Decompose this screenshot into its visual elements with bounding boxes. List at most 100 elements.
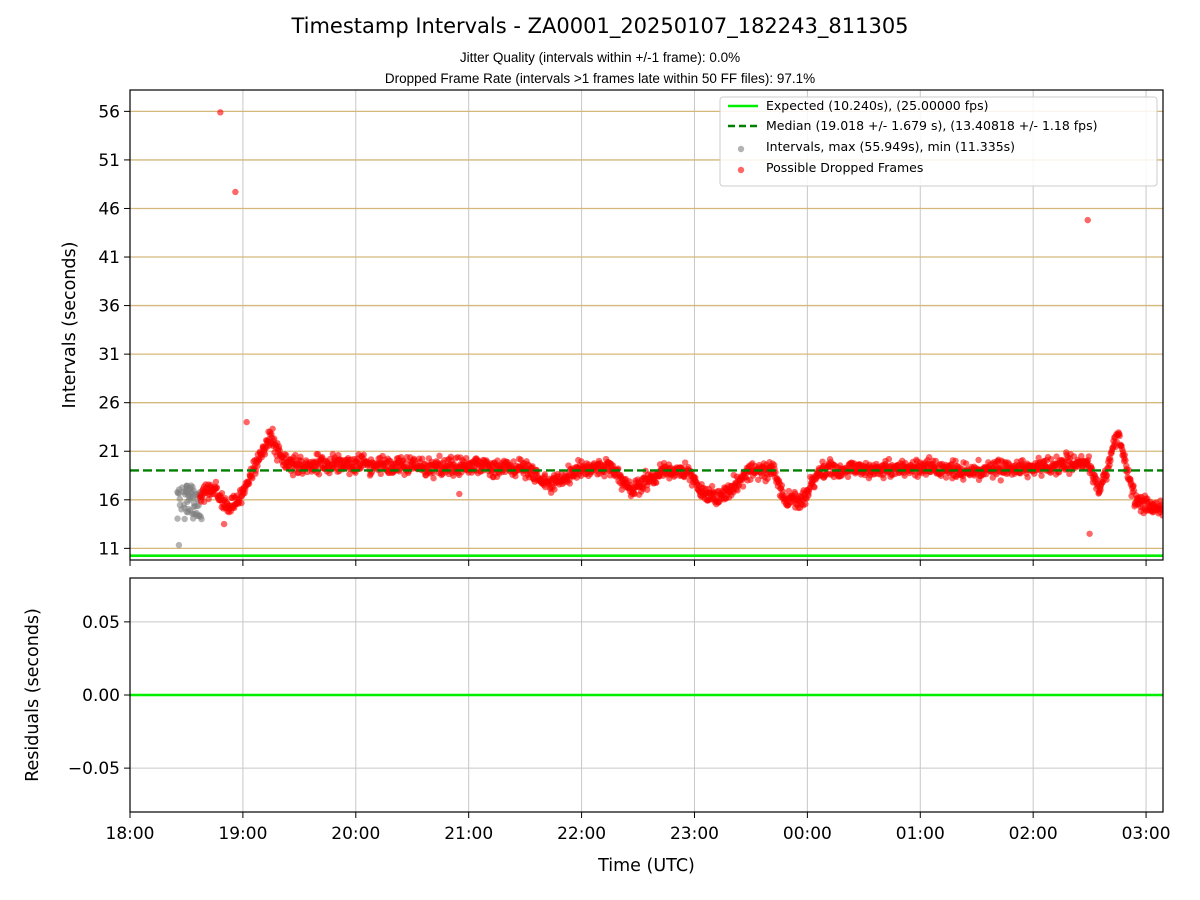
dropped-point	[1159, 502, 1163, 510]
interval-point	[198, 515, 205, 523]
interval-point	[179, 484, 186, 491]
y-tick-label: 46	[98, 199, 120, 219]
dropped-point	[273, 457, 281, 464]
chart-subtitle-jitter: Jitter Quality (intervals within +/-1 fr…	[459, 50, 741, 65]
dropped-points	[196, 109, 1163, 537]
dropped-point	[212, 478, 220, 486]
dropped-outlier-point	[232, 188, 239, 196]
dropped-outlier-point	[217, 109, 224, 116]
dropped-point	[269, 425, 276, 432]
legend-box	[719, 96, 1158, 187]
dropped-point	[292, 451, 299, 459]
dropped-point	[1107, 457, 1114, 465]
dropped-point	[681, 459, 689, 466]
dropped-point	[436, 452, 443, 460]
legend-intervals-swatch	[737, 145, 745, 153]
interval-point	[176, 490, 183, 497]
x-tick-label: 03:00	[1122, 824, 1171, 844]
chart-subtitle-dropped: Dropped Frame Rate (intervals >1 frames …	[384, 71, 816, 86]
y-tick-label: 56	[98, 102, 120, 122]
y-tick-label: 31	[98, 345, 120, 365]
dropped-point	[346, 470, 353, 478]
dropped-point	[213, 484, 221, 491]
legend-entry: Median (19.018 +/- 1.679 s), (13.40818 +…	[766, 118, 1097, 133]
dropped-point	[430, 475, 437, 482]
dropped-outlier-point	[456, 490, 463, 498]
y-tick-label: 36	[98, 297, 120, 317]
dropped-point	[1159, 512, 1163, 519]
x-tick-label: 20:00	[331, 824, 380, 844]
dropped-outlier-point	[1084, 216, 1091, 224]
dropped-point	[289, 472, 297, 479]
dropped-point	[644, 486, 651, 493]
x-tick-label: 23:00	[670, 824, 719, 844]
dropped-point	[997, 477, 1004, 484]
dropped-point	[952, 457, 959, 465]
dropped-point	[377, 470, 384, 478]
dropped-outlier-point	[1086, 530, 1093, 537]
x-tick-label: 00:00	[783, 824, 832, 844]
y-tick-label: 26	[98, 394, 120, 414]
dropped-point	[261, 451, 269, 458]
interval-point	[181, 515, 188, 523]
x-tick-label: 21:00	[444, 824, 493, 844]
dropped-outlier-point	[243, 418, 250, 426]
x-tick-label: 01:00	[896, 824, 945, 844]
dropped-point	[315, 471, 323, 478]
dropped-point	[778, 482, 786, 489]
residuals-y-axis-label: Residuals (seconds)	[23, 608, 43, 782]
y-tick-label: 51	[98, 151, 120, 171]
y-tick-label: 16	[98, 491, 120, 511]
y-tick-label: 0.05	[82, 613, 120, 633]
dropped-point	[960, 476, 967, 483]
dropped-point	[1122, 457, 1129, 464]
dropped-point	[245, 480, 253, 487]
dropped-point	[238, 499, 245, 507]
dropped-point	[1116, 432, 1123, 440]
dropped-point	[1103, 472, 1111, 479]
dropped-point	[708, 482, 716, 490]
dropped-point	[880, 474, 887, 482]
x-axis-label: Time (UTC)	[597, 856, 695, 876]
dropped-point	[802, 500, 809, 508]
dropped-outlier-point	[220, 520, 228, 528]
dropped-point	[785, 487, 793, 495]
x-tick-label: 19:00	[218, 824, 267, 844]
dropped-point	[1130, 482, 1137, 490]
dropped-point	[1125, 466, 1132, 474]
dropped-point	[885, 455, 893, 463]
y-axis-label: Intervals (seconds)	[60, 242, 80, 409]
x-tick-label: 22:00	[557, 824, 606, 844]
legend-dropped-swatch	[737, 166, 745, 174]
y-tick-label: 11	[98, 539, 120, 559]
dropped-point	[271, 435, 278, 442]
legend-entry: Expected (10.240s), (25.00000 fps)	[766, 98, 988, 113]
y-tick-label: −0.05	[68, 759, 120, 779]
dropped-point	[1121, 451, 1128, 459]
dropped-point	[360, 451, 367, 458]
dropped-point	[962, 460, 970, 467]
dropped-point	[975, 456, 982, 464]
dropped-point	[463, 454, 470, 462]
interval-point	[189, 515, 197, 522]
dropped-point	[566, 480, 574, 487]
x-tick-label: 18:00	[106, 824, 155, 844]
legend-entry: Possible Dropped Frames	[766, 160, 923, 175]
chart-title: Timestamp Intervals - ZA0001_20250107_18…	[291, 14, 909, 38]
dropped-point	[942, 474, 950, 481]
interval-point	[176, 495, 183, 503]
dropped-point	[779, 488, 786, 495]
interval-point-min	[175, 541, 183, 549]
dropped-point	[551, 486, 558, 493]
dropped-point	[1047, 455, 1055, 463]
dropped-point	[739, 483, 747, 490]
y-tick-label: 41	[98, 248, 120, 268]
interval-point	[183, 508, 191, 516]
dropped-point	[512, 472, 519, 480]
dropped-point	[811, 484, 818, 491]
dropped-point	[653, 479, 660, 486]
dropped-point	[1038, 472, 1045, 479]
dropped-point	[1024, 474, 1031, 481]
interval-point	[174, 515, 181, 522]
